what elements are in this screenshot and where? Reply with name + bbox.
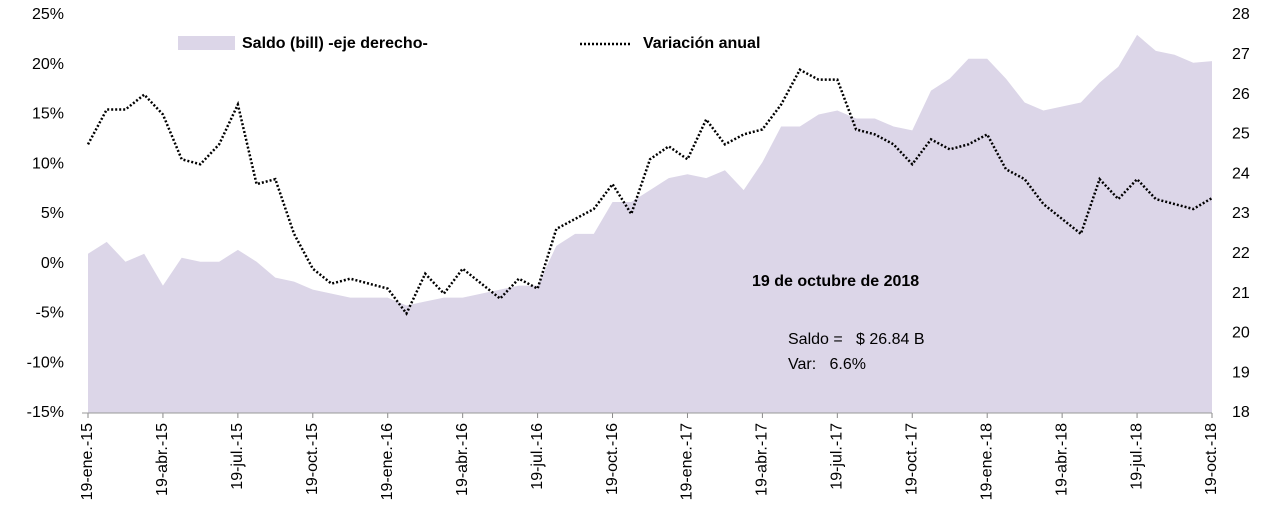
y-tick-label: 25% [32,6,64,23]
x-tick-label: 19-oct.-16 [604,423,621,495]
y2-tick-label: 27 [1232,46,1250,63]
x-tick-label: 19-ene.-16 [379,423,396,500]
x-tick-label: 19-abr.-15 [154,423,171,496]
y2-tick-label: 19 [1232,364,1250,381]
y2-tick-label: 21 [1232,285,1250,302]
x-tick-label: 19-jul.-16 [529,423,546,490]
annotation-date: 19 de octubre de 2018 [752,273,919,290]
y2-tick-label: 20 [1232,325,1250,342]
x-tick-label: 19-abr.-18 [1053,423,1070,496]
legend-swatch-area [178,36,235,50]
x-tick-label: 19-jul.-15 [229,423,246,490]
y2-tick-label: 18 [1232,404,1250,421]
y-tick-label: 5% [41,205,64,222]
y-tick-label: 0% [41,255,64,272]
legend-label: Variación anual [643,35,760,52]
x-tick-label: 19-ene.-15 [79,423,96,500]
y-tick-label: -10% [27,354,64,371]
annotation-saldo: Saldo = $ 26.84 B [788,331,925,348]
y2-tick-label: 26 [1232,86,1250,103]
y-tick-label: 20% [32,56,64,73]
variacion-line [86,68,1213,316]
x-tick-label: 19-ene.-18 [978,423,995,500]
y2-tick-label: 28 [1232,6,1250,23]
y-tick-label: -15% [27,404,64,421]
x-tick-label: 19-oct.-17 [903,423,920,495]
x-tick-label: 19-jul.-18 [1128,423,1145,490]
x-tick-label: 19-abr.-16 [454,423,471,496]
y2-tick-label: 25 [1232,126,1250,143]
plot: -15% -10% -5% 0% 5% 10% 15% 20% 25% 18 19 20 21 22 23 2… [27,6,1250,500]
y-tick-label: 10% [32,155,64,172]
y2-tick-label: 23 [1232,205,1250,222]
y2-tick-label: 22 [1232,245,1250,262]
annotation-var: Var: 6.6% [788,356,866,373]
x-tick-label: 19-ene.-17 [679,423,696,500]
legend-label: Saldo (bill) -eje derecho- [242,35,428,52]
saldo-area [88,34,1212,414]
x-tick-label: 19-jul.-17 [829,423,846,490]
x-tick-label: 19-oct.-18 [1203,423,1220,495]
x-tick-label: 19-abr.-17 [754,423,771,496]
x-tick-label: 19-oct.-15 [304,423,321,495]
y-tick-label: -5% [36,305,64,322]
y-tick-label: 15% [32,106,64,123]
y2-tick-label: 24 [1232,165,1250,182]
